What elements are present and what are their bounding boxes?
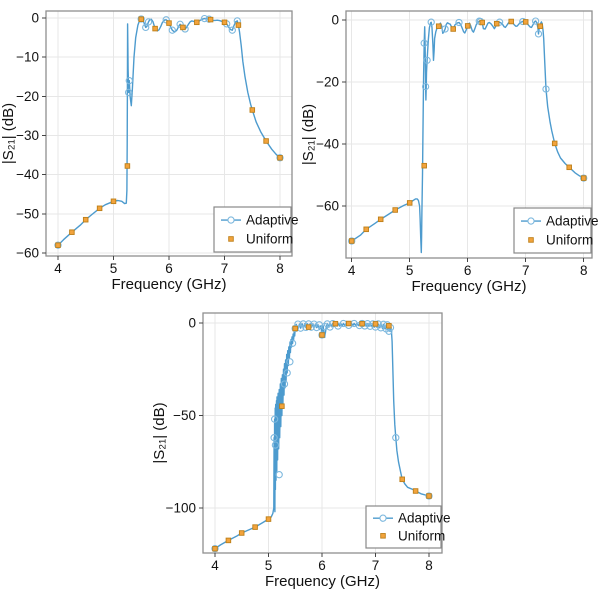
svg-text:4: 4 <box>54 261 62 276</box>
legend-uniform-marker-sample <box>528 237 534 243</box>
legend-uniform-marker-sample <box>380 533 386 539</box>
svg-text:−60: −60 <box>16 245 39 260</box>
uniform-markers <box>55 16 283 248</box>
legend-adaptive-marker-sample <box>227 216 235 224</box>
svg-text:4: 4 <box>211 558 219 573</box>
y-axis-label: |S₂₁| (dB) <box>300 104 317 165</box>
x-axis-label: Frequency (GHz) <box>111 276 226 293</box>
svg-text:6: 6 <box>165 261 173 276</box>
svg-text:−40: −40 <box>16 167 39 182</box>
x-tick-labels: 4 5 6 7 8 <box>348 263 588 278</box>
svg-text:7: 7 <box>522 263 530 278</box>
uniform-markers <box>212 320 432 552</box>
svg-text:8: 8 <box>425 558 433 573</box>
svg-text:−10: −10 <box>16 50 39 65</box>
legend-box <box>513 207 592 254</box>
svg-text:−20: −20 <box>16 89 39 104</box>
svg-text:−20: −20 <box>316 74 339 89</box>
svg-text:6: 6 <box>318 558 326 573</box>
svg-text:−100: −100 <box>166 501 196 516</box>
svg-text:−30: −30 <box>16 128 39 143</box>
y-tick-labels: 0 −20 −40 −60 <box>316 12 339 213</box>
legend-uniform-marker-sample <box>228 236 234 242</box>
legend-adaptive-marker-sample <box>379 514 387 522</box>
svg-text:−50: −50 <box>16 206 39 221</box>
x-tick-labels: 4 5 6 7 8 <box>211 558 433 573</box>
legend-adaptive-marker-sample <box>527 217 535 225</box>
svg-text:0: 0 <box>188 315 196 330</box>
s21-chart-bottom: 4 5 6 7 8 0 −50 −100 Frequency (GHz) |S₂₁| (dB) Ad… <box>151 312 450 590</box>
legend-label-uniform: Uniform <box>398 528 445 543</box>
svg-text:5: 5 <box>406 263 414 278</box>
s21-chart-top-right: 4 5 6 7 8 0 −20 −40 −60 Frequency (GHz) |S₂₁| (dB)… <box>300 10 599 295</box>
plot-frame <box>345 10 593 259</box>
tick-marks <box>342 19 585 262</box>
svg-text:−40: −40 <box>316 137 339 152</box>
svg-text:6: 6 <box>464 263 472 278</box>
gridlines <box>346 11 592 258</box>
svg-text:0: 0 <box>331 12 339 27</box>
uniform-markers <box>348 18 587 244</box>
tick-marks <box>42 17 281 260</box>
y-axis-label: |S₂₁| (dB) <box>0 103 17 164</box>
legend-label-adaptive: Adaptive <box>246 213 299 228</box>
svg-text:8: 8 <box>276 261 284 276</box>
svg-text:4: 4 <box>348 263 356 278</box>
legend: Adaptive Uniform <box>513 207 599 254</box>
plot-frame <box>202 312 443 554</box>
legend-label-adaptive: Adaptive <box>546 214 599 229</box>
svg-text:7: 7 <box>221 261 229 276</box>
y-tick-labels: 0 −50 −100 <box>166 315 196 515</box>
svg-text:8: 8 <box>580 263 588 278</box>
s21-chart-top-left: 4 5 6 7 8 0 −10 −20 −30 −40 −50 −60 Frequency (GHz) |… <box>0 10 299 293</box>
svg-text:5: 5 <box>110 261 118 276</box>
legend-box <box>365 505 442 549</box>
svg-text:−50: −50 <box>173 408 196 423</box>
svg-text:7: 7 <box>372 558 380 573</box>
legend: Adaptive Uniform <box>365 505 450 549</box>
legend: Adaptive Uniform <box>213 206 299 253</box>
x-axis-label: Frequency (GHz) <box>411 278 526 295</box>
svg-text:5: 5 <box>265 558 273 573</box>
x-tick-labels: 4 5 6 7 8 <box>54 261 284 276</box>
tick-marks <box>199 322 430 557</box>
legend-label-adaptive: Adaptive <box>398 511 450 526</box>
adaptive-markers <box>211 319 433 553</box>
x-axis-label: Frequency (GHz) <box>265 573 380 590</box>
legend-label-uniform: Uniform <box>246 231 293 246</box>
legend-label-uniform: Uniform <box>546 232 593 247</box>
y-tick-labels: 0 −10 −20 −30 −40 −50 −60 <box>16 11 39 261</box>
legend-box <box>213 206 292 253</box>
svg-text:−60: −60 <box>316 199 339 214</box>
y-axis-label: |S₂₁| (dB) <box>151 402 168 463</box>
svg-text:0: 0 <box>31 11 39 26</box>
